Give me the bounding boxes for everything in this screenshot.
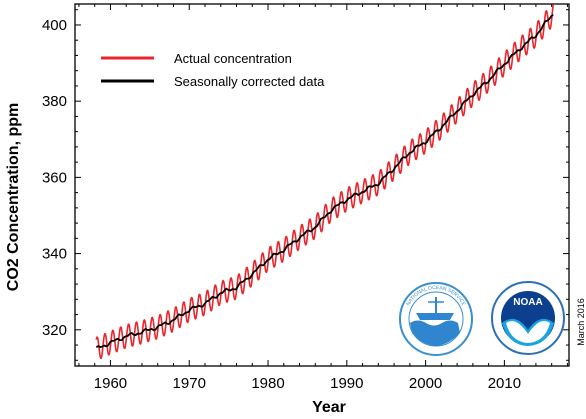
noaa-logo-text: NOAA	[513, 297, 542, 308]
y-tick-label-340: 340	[42, 246, 67, 263]
legend-label-actual: Actual concentration	[174, 51, 292, 66]
y-axis-title: CO2 Concentration, ppm	[5, 103, 22, 291]
x-tick-label-1960: 1960	[94, 375, 127, 392]
x-axis-title: Year	[312, 399, 346, 416]
x-tick-label-1990: 1990	[330, 375, 363, 392]
x-tick-label-2010: 2010	[488, 375, 521, 392]
y-tick-label-400: 400	[42, 17, 67, 34]
noaa-logo: NOAA	[491, 281, 565, 355]
date-note: March 2016	[576, 298, 586, 346]
plot-area: 1960 1970 1980 1990 2000 2010 320 340 360 380 400	[42, 3, 570, 392]
legend-label-corrected: Seasonally corrected data	[174, 74, 325, 89]
legend: Actual concentration Seasonally correcte…	[101, 51, 325, 89]
x-tick-label-1970: 1970	[173, 375, 206, 392]
series-actual-concentration	[95, 4, 555, 360]
noaa-ocean-service-logo: NATIONAL OCEAN SERVICE	[399, 282, 473, 356]
x-tick-label-1980: 1980	[251, 375, 284, 392]
y-tick-label-360: 360	[42, 169, 67, 186]
series-seasonally-corrected	[95, 14, 554, 349]
x-tick-label-2000: 2000	[409, 375, 442, 392]
y-tick-label-380: 380	[42, 93, 67, 110]
plot-frame	[74, 3, 570, 367]
y-tick-label-320: 320	[42, 322, 67, 339]
